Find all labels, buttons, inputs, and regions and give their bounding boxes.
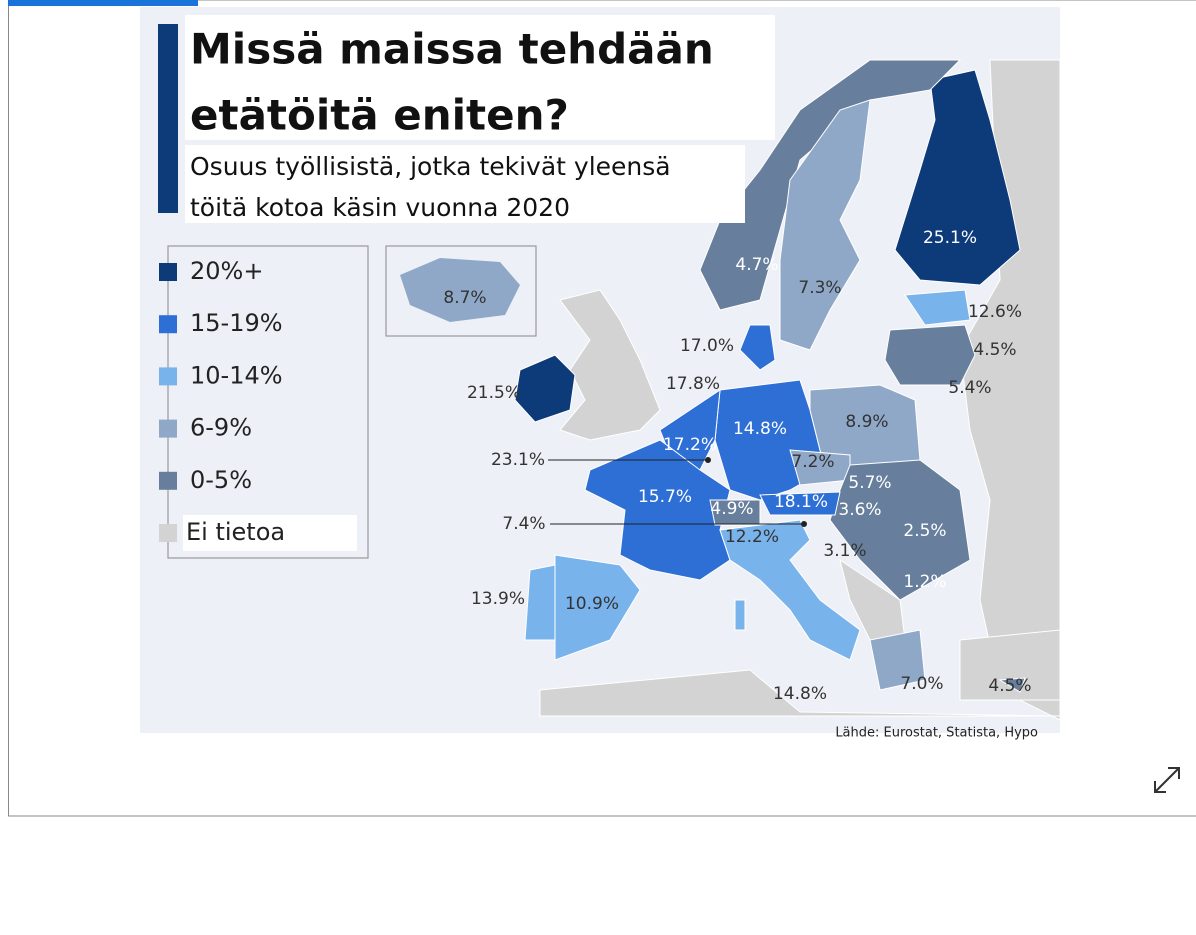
legend-label: 15-19% <box>190 309 283 337</box>
title-bar <box>158 24 178 213</box>
country-label: 3.1% <box>823 541 866 561</box>
legend-label: 10-14% <box>190 361 283 389</box>
country-label: 4.5% <box>973 340 1016 360</box>
country-label: 5.4% <box>948 378 991 398</box>
country-label: 10.9% <box>565 594 619 614</box>
legend-swatch <box>159 524 177 542</box>
country-label: 7.2% <box>791 452 834 472</box>
country-label: 3.6% <box>838 500 881 520</box>
country-label: 17.8% <box>666 374 720 394</box>
country-label: 8.9% <box>845 412 888 432</box>
legend-swatch <box>159 367 177 385</box>
country-label: 14.8% <box>733 419 787 439</box>
legend-swatch <box>159 263 177 281</box>
leader-dot <box>801 521 807 527</box>
legend-swatch <box>159 315 177 333</box>
legend-label: Ei tietoa <box>186 518 285 546</box>
country-label: 4.7% <box>735 255 778 275</box>
country-label: 5.7% <box>848 473 891 493</box>
country-label: 23.1% <box>491 450 545 470</box>
country-label: 4.9% <box>710 499 753 519</box>
legend-label: 6-9% <box>190 414 252 442</box>
title: Missä maissa tehdään <box>190 25 714 74</box>
subtitle: töitä kotoa käsin vuonna 2020 <box>190 193 570 222</box>
country-label: 7.4% <box>502 514 545 534</box>
country-label: 12.6% <box>968 302 1022 322</box>
country-label: 4.5% <box>988 676 1031 696</box>
country-label: 18.1% <box>774 492 828 512</box>
country-label: 7.0% <box>900 674 943 694</box>
country-label: 12.2% <box>725 527 779 547</box>
country-label: 1.2% <box>903 572 946 592</box>
source: Lähde: Eurostat, Statista, Hypo <box>835 726 1038 741</box>
title: etätöitä eniten? <box>190 91 569 140</box>
legend-label: 0-5% <box>190 466 252 494</box>
country-label: 21.5% <box>467 383 521 403</box>
leader-dot <box>705 457 711 463</box>
country-label: 25.1% <box>923 228 977 248</box>
country-label: 13.9% <box>471 589 525 609</box>
country-label: 8.7% <box>443 288 486 308</box>
country-label: 7.3% <box>798 278 841 298</box>
tab-indicator <box>8 0 198 6</box>
country-label: 2.5% <box>903 521 946 541</box>
country-label: 14.8% <box>773 684 827 704</box>
subtitle: Osuus työllisistä, jotka tekivät yleensä <box>190 152 671 181</box>
legend-swatch <box>159 420 177 438</box>
country-label: 15.7% <box>638 487 692 507</box>
country-label: 17.0% <box>680 336 734 356</box>
country-label: 17.2% <box>663 435 717 455</box>
legend-swatch <box>159 472 177 490</box>
legend-label: 20%+ <box>190 257 263 285</box>
